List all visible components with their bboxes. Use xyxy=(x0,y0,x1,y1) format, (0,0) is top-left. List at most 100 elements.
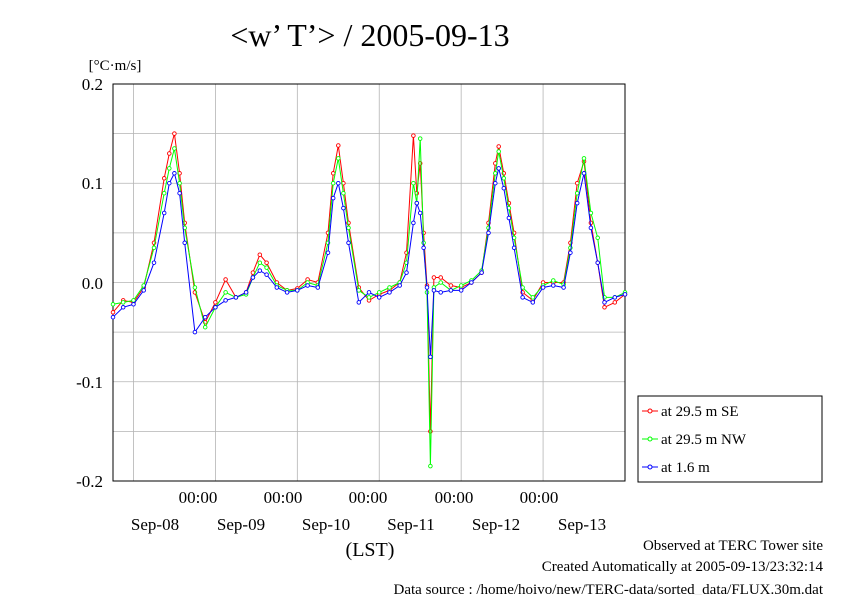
x-tick-time: 00:00 xyxy=(264,488,303,507)
data-point xyxy=(530,295,536,300)
data-point xyxy=(284,290,290,295)
data-point xyxy=(233,295,239,300)
data-point xyxy=(110,302,116,307)
data-point xyxy=(448,283,454,288)
data-point xyxy=(493,171,498,176)
legend-marker-1-6m xyxy=(647,464,653,470)
data-point xyxy=(431,275,437,280)
data-point xyxy=(595,260,600,265)
data-point xyxy=(223,277,228,282)
data-point xyxy=(581,171,587,176)
data-point xyxy=(161,210,167,216)
data-point xyxy=(431,288,437,293)
data-point xyxy=(330,180,336,186)
y-tick-label: 0.1 xyxy=(82,174,103,193)
data-point xyxy=(448,288,454,293)
x-tick-time: 00:00 xyxy=(520,488,559,507)
data-point xyxy=(295,288,300,293)
data-point xyxy=(167,151,172,156)
data-point xyxy=(404,270,409,275)
legend-label-se: at 29.5 m SE xyxy=(661,404,739,420)
data-point xyxy=(120,300,126,305)
data-point xyxy=(243,290,249,295)
data-point xyxy=(336,180,341,186)
y-axis-unit: [°C·m/s] xyxy=(89,58,142,74)
data-point xyxy=(110,310,116,315)
x-tick-day: Sep-09 xyxy=(217,515,265,534)
data-point xyxy=(213,305,218,310)
data-point xyxy=(417,136,423,141)
legend-box xyxy=(637,395,823,483)
data-point xyxy=(182,240,187,246)
data-point xyxy=(438,280,443,285)
data-point xyxy=(257,260,263,265)
x-tick-day: Sep-10 xyxy=(302,515,350,534)
data-point xyxy=(501,176,507,181)
data-point xyxy=(581,156,587,161)
y-tick-label: 0.2 xyxy=(82,75,103,94)
data-point xyxy=(588,225,594,231)
x-tick-day: Sep-13 xyxy=(558,515,606,534)
data-point xyxy=(602,305,607,310)
data-point xyxy=(356,300,362,305)
data-point xyxy=(530,300,536,305)
data-point xyxy=(192,329,198,335)
data-point xyxy=(411,220,416,226)
data-point xyxy=(421,245,426,251)
data-point xyxy=(414,200,420,206)
data-point xyxy=(177,190,182,196)
data-point xyxy=(428,463,433,469)
data-point xyxy=(330,171,336,176)
data-point xyxy=(376,290,382,295)
x-tick-day: Sep-12 xyxy=(472,515,520,534)
data-point xyxy=(366,295,372,300)
x-tick-day: Sep-08 xyxy=(131,515,179,534)
data-point xyxy=(167,166,172,171)
legend-marker-se xyxy=(647,408,653,414)
data-point xyxy=(501,185,507,191)
plot-frame xyxy=(112,83,626,482)
data-point xyxy=(172,131,177,136)
data-point xyxy=(346,225,351,231)
legend-label-1-6m: at 1.6 m xyxy=(661,460,710,476)
data-point xyxy=(110,314,116,320)
data-point xyxy=(151,260,157,265)
data-point xyxy=(264,260,269,265)
data-point xyxy=(493,180,498,186)
data-point xyxy=(574,190,580,196)
data-point xyxy=(411,180,416,186)
legend: at 29.5 m SE at 29.5 m NW at 1.6 m xyxy=(637,395,823,483)
data-point xyxy=(315,285,321,290)
data-point xyxy=(428,354,433,360)
data-point xyxy=(264,265,269,270)
data-point xyxy=(612,295,618,300)
data-point xyxy=(257,252,263,257)
footer-site: Observed at TERC Tower site xyxy=(643,538,823,554)
y-tick-label: 0.0 xyxy=(82,274,103,293)
series-layer xyxy=(110,131,628,469)
data-point xyxy=(192,285,198,290)
data-point xyxy=(568,250,573,255)
data-point xyxy=(120,305,126,310)
data-point xyxy=(622,292,628,297)
data-point xyxy=(346,240,351,246)
data-point xyxy=(520,295,525,300)
x-tick-day: Sep-11 xyxy=(387,515,435,534)
data-point xyxy=(172,146,177,151)
data-point xyxy=(551,283,556,288)
data-point xyxy=(131,298,136,303)
data-point xyxy=(305,283,310,288)
data-point xyxy=(274,285,280,290)
data-point xyxy=(264,272,269,277)
data-point xyxy=(540,285,546,290)
data-point xyxy=(172,171,177,176)
data-point xyxy=(376,295,382,300)
chart-title: <w’ T’> / 2005-09-13 xyxy=(230,17,509,53)
data-point xyxy=(336,143,341,148)
data-point xyxy=(325,250,331,255)
series-line xyxy=(112,138,626,467)
data-point xyxy=(428,429,433,434)
data-point xyxy=(161,190,167,196)
legend-label-nw: at 29.5 m NW xyxy=(661,432,747,448)
legend-marker-nw xyxy=(647,436,653,442)
